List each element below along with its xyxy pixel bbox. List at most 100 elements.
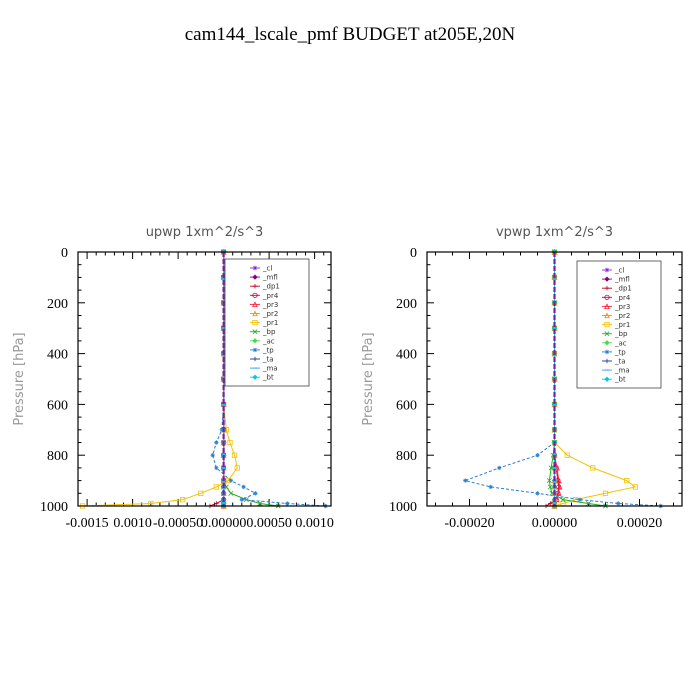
legend-label-pr4: _pr4: [614, 294, 631, 302]
y-tick-label: 200: [396, 297, 417, 312]
legend-label-ta: _ta: [262, 356, 274, 364]
data-point-tp: [577, 497, 583, 502]
data-point-tp: [488, 484, 493, 490]
legend-label-tp: _tp: [614, 348, 626, 356]
legend-box: [224, 258, 310, 387]
legend-label-pr2: _pr2: [614, 312, 630, 320]
legend-label-bp: _bp: [262, 328, 276, 336]
data-point-tp: [241, 484, 246, 490]
y-tick-label: 800: [47, 449, 68, 464]
data-point-tp: [463, 478, 468, 483]
legend-marker-mfl: [252, 274, 258, 280]
data-point-bp: [547, 484, 553, 490]
x-tick-label: -0.00050: [153, 516, 203, 531]
legend-label-ma: _ma: [614, 367, 630, 375]
legend-label-pr3: _pr3: [614, 303, 630, 311]
legend-marker-bp: [252, 329, 258, 335]
data-point-pr1: [180, 497, 186, 503]
data-point-tp: [535, 491, 540, 496]
data-point-pr1: [564, 452, 570, 458]
legend-label-pr3: _pr3: [262, 301, 278, 309]
y-tick-label: 200: [47, 297, 68, 312]
legend-label-cl: _cl: [262, 265, 272, 273]
x-tick-label: -0.0015: [66, 516, 109, 531]
legend-label-dp1: _dp1: [262, 283, 280, 291]
figure-title: cam144_lscale_pmf BUDGET at205E,20N: [185, 24, 516, 45]
legend-label-ta: _ta: [614, 358, 626, 366]
legend-marker-mfl: [604, 276, 610, 282]
legend-marker-dp1: [604, 286, 610, 291]
data-point-tp: [214, 440, 219, 445]
data-point-bp: [586, 500, 591, 506]
legend-marker-cl: [252, 265, 258, 271]
legend-label-dp1: _dp1: [614, 285, 632, 293]
legend-marker-tp: [252, 347, 258, 353]
legend-marker-dp1: [252, 284, 258, 289]
panel-title: vpwp 1xm^2/s^3: [496, 225, 613, 240]
data-point-tp: [228, 478, 234, 483]
data-point-bp: [560, 497, 566, 503]
data-point-tp: [285, 501, 290, 506]
data-point-tp: [214, 465, 219, 471]
data-point-tp: [210, 453, 215, 458]
data-point-bp: [228, 490, 234, 496]
y-tick-label: 1000: [40, 500, 68, 515]
data-point-pr3: [555, 490, 562, 496]
data-point-tp: [535, 453, 540, 458]
data-point-dp1: [548, 501, 553, 506]
data-point-bp: [257, 500, 263, 506]
legend-label-mfl: _mfl: [262, 274, 278, 282]
legend-marker-ta: [252, 356, 258, 362]
vpwp-panel: vpwp 1xm^2/s^3 Pressure [hPa] 0 200 400 600 80…: [361, 225, 683, 531]
legend-label-pr1: _pr1: [614, 321, 630, 329]
upwp-panel: upwp 1xm^2/s^3 Pressure [hPa] 0 200 400 600 80…: [12, 225, 334, 531]
data-point-pr1: [231, 452, 238, 458]
x-tick-label: 0.0010: [295, 516, 334, 531]
legend-label-bt: _bt: [262, 374, 274, 382]
legend-marker-tp: [604, 349, 610, 355]
x-tick-label: 0.00000: [532, 516, 578, 531]
panel-title: upwp 1xm^2/s^3: [146, 225, 264, 240]
x-tick-label: 0.0010: [113, 516, 152, 531]
x-tick-label: 0.00050: [246, 516, 292, 531]
legend-label-ac: _ac: [614, 339, 627, 347]
data-point-bp: [546, 478, 552, 484]
y-tick-label: 800: [396, 449, 417, 464]
data-point-tp: [616, 501, 621, 506]
data-point-pr1: [213, 484, 219, 490]
y-tick-label: 600: [47, 398, 68, 413]
y-tick-label: 0: [61, 246, 68, 261]
x-tick-label: 0.00020: [617, 516, 663, 531]
y-tick-label: 400: [47, 348, 68, 363]
y-tick-label: 0: [410, 246, 417, 261]
data-point-tp: [239, 497, 245, 502]
legend-box: [576, 260, 662, 389]
legend: _cl_mfl_dp1_pr4_pr3_pr2_pr1_bp_ac_tp_ta_…: [576, 260, 662, 389]
legend-marker-ta: [604, 358, 610, 364]
data-point-pr1: [632, 484, 638, 490]
legend-marker-ac: [604, 340, 610, 346]
data-point-pr1: [227, 439, 233, 446]
plot-frame: [426, 251, 683, 507]
data-point-pr1: [624, 477, 630, 484]
legend-label-mfl: _mfl: [614, 276, 630, 284]
plot-frame: [77, 251, 332, 507]
y-axis-label: Pressure [hPa]: [12, 332, 27, 425]
data-point-dp1: [214, 501, 219, 506]
y-axis-label: Pressure [hPa]: [361, 332, 376, 425]
data-point-tp: [497, 465, 502, 471]
data-point-pr1: [234, 465, 240, 471]
legend-marker-pr2: [604, 312, 610, 319]
series-line-pr1: [82, 252, 238, 507]
legend: _cl_mfl_dp1_pr4_pr3_pr2_pr1_bp_ac_tp_ta_…: [224, 258, 310, 387]
data-point-pr1: [590, 465, 596, 471]
legend-label-cl: _cl: [614, 267, 624, 275]
legend-marker-pr4: [252, 292, 258, 298]
legend-label-ma: _ma: [262, 365, 278, 373]
legend-label-pr1: _pr1: [262, 319, 278, 327]
data-point-pr1: [198, 490, 204, 496]
legend-marker-pr3: [252, 301, 258, 307]
legend-marker-cl: [604, 267, 610, 273]
legend-marker-pr2: [252, 310, 258, 317]
